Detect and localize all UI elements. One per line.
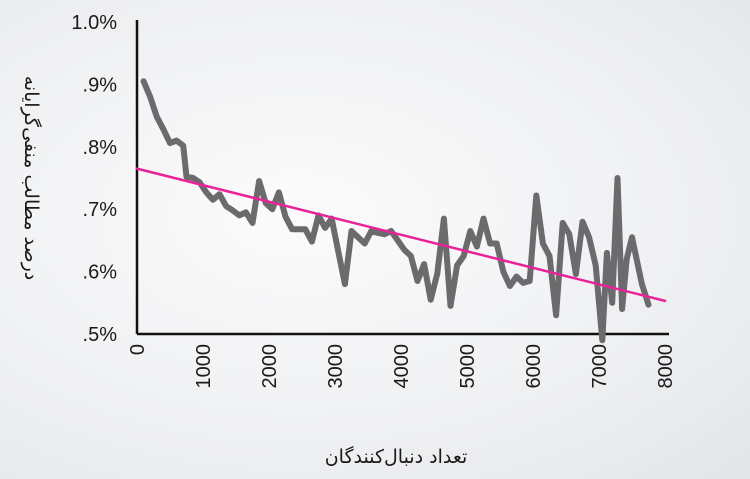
x-tick-label: 2000: [259, 344, 281, 389]
y-tick-label: .5%: [83, 324, 118, 346]
x-tick-label: 4000: [391, 344, 413, 389]
x-tick-label: 5000: [457, 344, 479, 389]
y-tick-label: .7%: [83, 199, 118, 221]
x-tick-label: 8000: [655, 344, 677, 389]
x-tick-label: 7000: [589, 344, 611, 389]
y-tick-labels: .5% .6% .7% .8% .9% 1.0%: [71, 12, 117, 346]
x-axis-title: تعداد دنبال‌کنندگان: [325, 445, 468, 468]
x-tick-labels: 0 1000 2000 3000 4000 5000 6000 7000 8000: [127, 344, 677, 389]
y-tick-label: 1.0%: [71, 12, 117, 34]
axes: [135, 20, 669, 336]
y-tick-label: .8%: [83, 137, 118, 159]
x-tick-label: 0: [127, 344, 149, 355]
x-tick-label: 1000: [193, 344, 215, 389]
trend-line: [135, 167, 667, 303]
series-group: [135, 78, 667, 344]
x-tick-label: 6000: [523, 344, 545, 389]
y-tick-label: .9%: [83, 74, 118, 96]
y-tick-label: .6%: [83, 262, 118, 284]
data-series-line: [140, 78, 652, 344]
y-axis-title: درصد مطالب منفی‌گرایانه: [20, 76, 43, 281]
x-tick-label: 3000: [325, 344, 347, 389]
